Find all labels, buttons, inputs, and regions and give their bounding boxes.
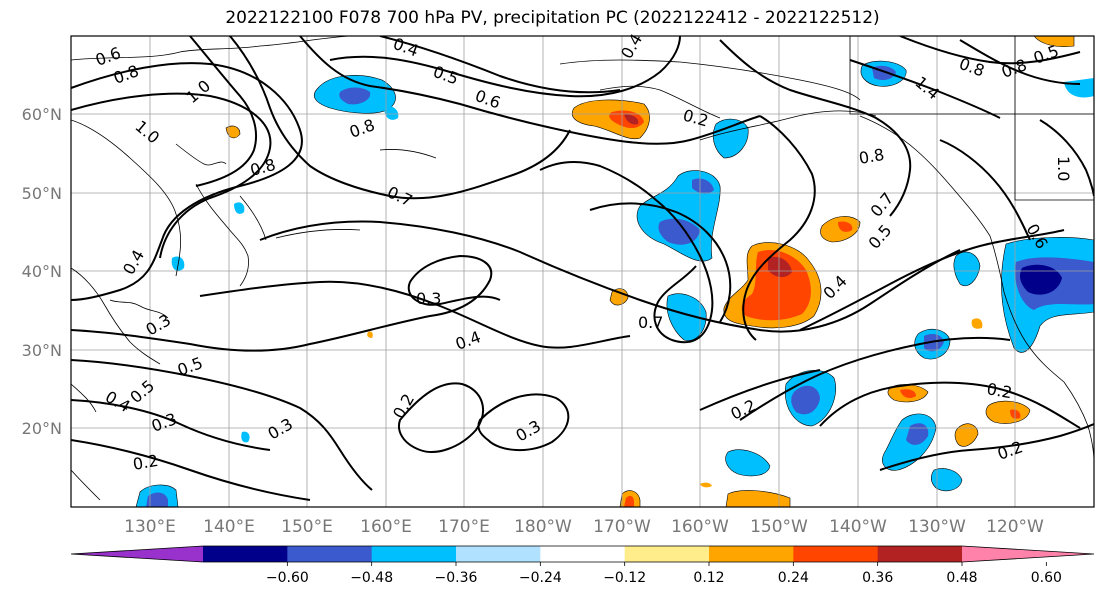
lat-label: 40°N (22, 262, 62, 281)
lat-label: 60°N (22, 105, 62, 124)
lon-label: 140°E (203, 517, 255, 537)
colorbar-tick-label: 0.12 (693, 570, 724, 586)
colorbar-tick-label: −0.12 (603, 570, 646, 586)
lon-label: 150°W (750, 517, 808, 537)
colorbar-tick-label: −0.60 (266, 570, 309, 586)
map-title: 2022122100 F078 700 hPa PV, precipitatio… (225, 8, 880, 28)
lon-label: 160°E (360, 517, 412, 537)
lon-label: 140°W (829, 517, 887, 537)
graticule (71, 36, 1094, 507)
lat-label: 30°N (22, 341, 62, 360)
lat-label: 50°N (22, 184, 62, 203)
lon-label: 170°E (438, 517, 490, 537)
colorbar: −0.60 −0.48 −0.36 −0.24 −0.12 0.12 0.24 0.36 0.4… (70, 545, 1095, 586)
pv-contours (71, 36, 1094, 501)
colorbar-segment (709, 546, 794, 562)
colorbar-segment (540, 546, 626, 562)
precip-shading (135, 36, 1094, 507)
colorbar-segment (287, 546, 373, 562)
colorbar-segment (877, 546, 963, 562)
colorbar-tick-label: 0.60 (1031, 570, 1062, 586)
lon-label: 170°W (593, 517, 651, 537)
lat-label: 20°N (22, 419, 62, 438)
colorbar-tick-label: 0.36 (862, 570, 893, 586)
colorbar-tick-label: 0.24 (778, 570, 809, 586)
lon-label: 130°W (908, 517, 966, 537)
colorbar-segment (203, 546, 288, 562)
lon-label: 130°E (124, 517, 176, 537)
colorbar-tick-label: −0.36 (435, 570, 478, 586)
pv-label: 0.7 (638, 313, 663, 332)
lon-label: 180°W (514, 517, 572, 537)
colorbar-segment (456, 546, 541, 562)
colorbar-segment (371, 546, 457, 562)
pv-label: 0.2 (985, 379, 1013, 402)
colorbar-tick-label: −0.24 (519, 570, 562, 586)
pv-label: 0.3 (416, 289, 441, 308)
colorbar-tick-label: 0.48 (946, 570, 977, 586)
pv-label: 0.8 (857, 145, 885, 168)
lon-label: 160°W (671, 517, 729, 537)
lon-label: 150°E (281, 517, 333, 537)
colorbar-segment (793, 546, 879, 562)
colorbar-segment (624, 546, 710, 562)
pv-label: 1.0 (1054, 156, 1073, 181)
colorbar-extend-max (962, 546, 1094, 562)
lon-label: 120°W (986, 517, 1044, 537)
map-border (70, 35, 1095, 508)
pv-label: 0.2 (131, 451, 159, 474)
latitude-labels: 60°N 50°N 40°N 30°N 20°N (22, 105, 62, 438)
colorbar-extend-min (71, 546, 203, 562)
colorbar-tick-label: −0.48 (350, 570, 393, 586)
longitude-labels: 130°E 140°E 150°E 160°E 170°E 180°W 170°… (124, 517, 1044, 537)
colorbar-outline (70, 545, 1095, 563)
